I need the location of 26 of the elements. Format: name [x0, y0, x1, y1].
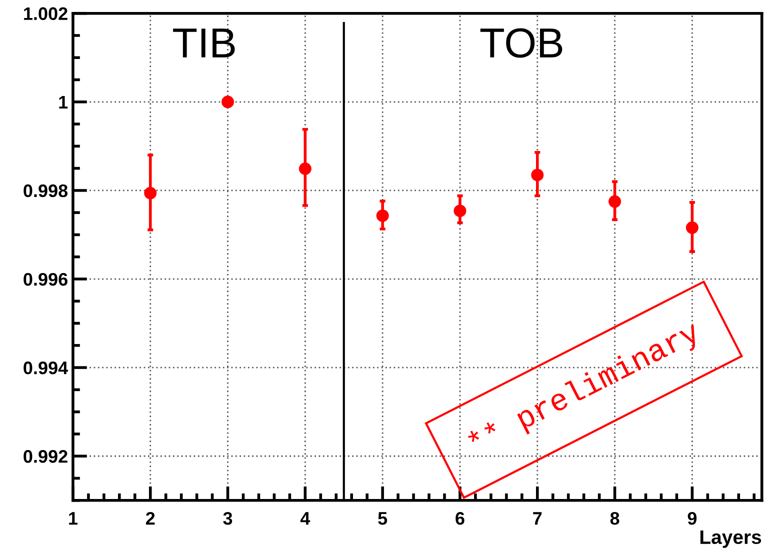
x-tick-label: 9 [688, 512, 697, 525]
annotation: TOB [480, 28, 562, 58]
y-tick-label: 0.992 [24, 450, 68, 463]
point [222, 96, 234, 108]
x-tick-label: 7 [533, 512, 542, 525]
y-tick-label: 0.998 [24, 184, 68, 198]
point [144, 186, 157, 200]
point [376, 209, 389, 222]
x-tick-label: 2 [146, 512, 155, 525]
x-tick-label: 5 [378, 512, 388, 525]
y-tick-label: 1 [59, 96, 68, 108]
point [608, 195, 622, 208]
point [454, 204, 466, 218]
annotation: TIB [173, 28, 235, 58]
x-tick-label: 1 [69, 512, 78, 525]
y-tick-label: 0.996 [24, 272, 68, 286]
x-tick-label: 3 [223, 512, 232, 525]
x-tick-label: 4 [300, 512, 310, 525]
x-tick-label: 8 [610, 512, 620, 525]
x-tick-label: 6 [456, 512, 464, 525]
y-tick-label: 0.994 [24, 362, 68, 374]
point [686, 221, 698, 234]
x-axis-title: Layers [700, 530, 762, 548]
point [298, 162, 312, 176]
y-tick-label: 1.002 [24, 7, 68, 20]
point [531, 168, 544, 182]
